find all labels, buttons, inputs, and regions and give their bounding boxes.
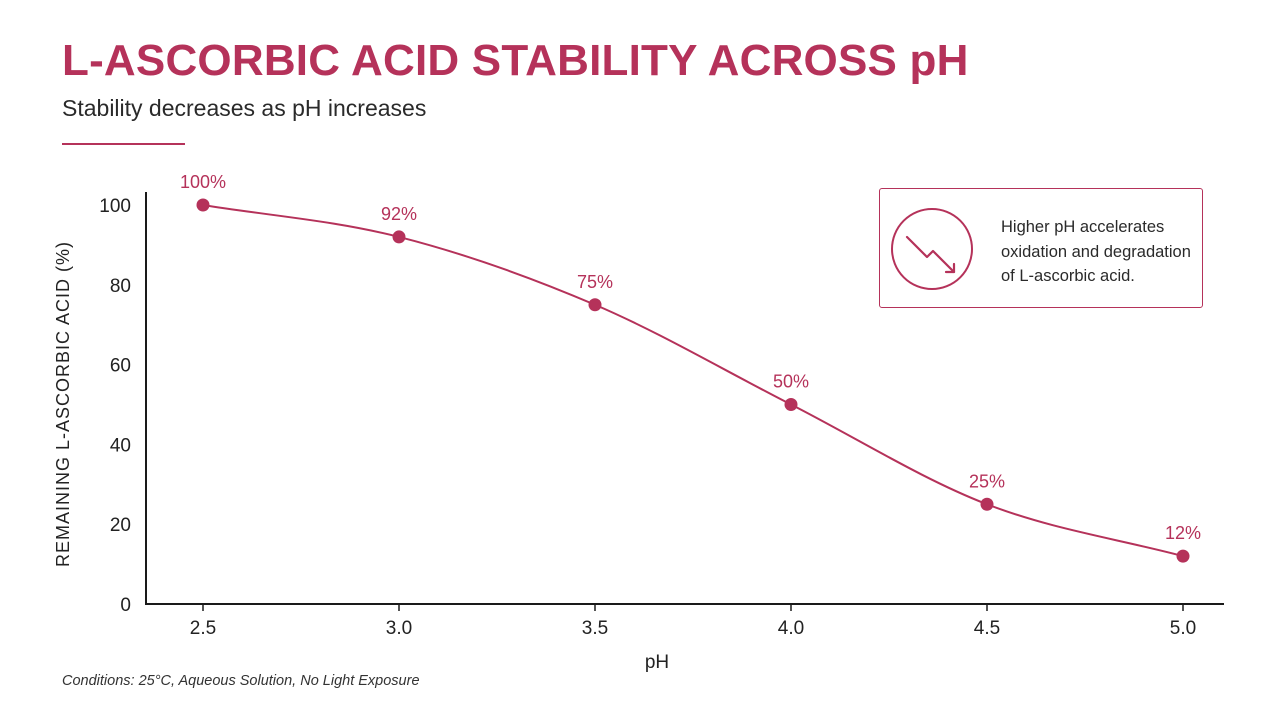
data-point <box>784 398 798 411</box>
x-tick-label: 4.0 <box>778 618 804 639</box>
trend-down-icon <box>891 208 973 290</box>
y-tick-label: 100 <box>99 196 131 217</box>
x-tick-label: 4.5 <box>974 618 1000 639</box>
y-tick-label: 60 <box>110 356 131 377</box>
data-label: 92% <box>381 204 417 224</box>
data-point <box>588 298 602 312</box>
chart-subtitle: Stability decreases as pH increases <box>62 95 427 121</box>
footnote: Conditions: 25°C, Aqueous Solution, No L… <box>62 673 420 689</box>
data-point <box>1176 549 1190 563</box>
y-axis-label: REMAINING L-ASCORBIC ACID (%) <box>53 241 73 567</box>
data-label: 75% <box>577 272 613 292</box>
data-label: 25% <box>969 471 1005 491</box>
callout-text: Higher pH accelerates oxidation and degr… <box>1001 218 1191 285</box>
y-tick-label: 80 <box>110 276 131 297</box>
x-tick-label: 3.5 <box>582 618 608 639</box>
data-label: 12% <box>1165 523 1201 543</box>
y-tick-label: 0 <box>120 595 131 616</box>
x-tick-label: 5.0 <box>1170 618 1196 639</box>
y-tick-label: 40 <box>110 435 131 456</box>
x-tick-label: 3.0 <box>386 618 412 639</box>
data-point <box>980 497 994 511</box>
chart-title: L-ASCORBIC ACID STABILITY ACROSS pH <box>62 36 969 85</box>
y-tick-label: 20 <box>110 515 131 536</box>
data-label: 50% <box>773 372 809 392</box>
x-tick-label: 2.5 <box>190 618 216 639</box>
data-label: 100% <box>180 172 226 192</box>
data-point <box>196 198 210 212</box>
x-axis-label: pH <box>645 652 669 673</box>
data-point <box>392 230 406 244</box>
title-divider <box>62 143 185 145</box>
series-line <box>202 204 1184 558</box>
callout-box: Higher pH accelerates oxidation and degr… <box>879 188 1203 308</box>
